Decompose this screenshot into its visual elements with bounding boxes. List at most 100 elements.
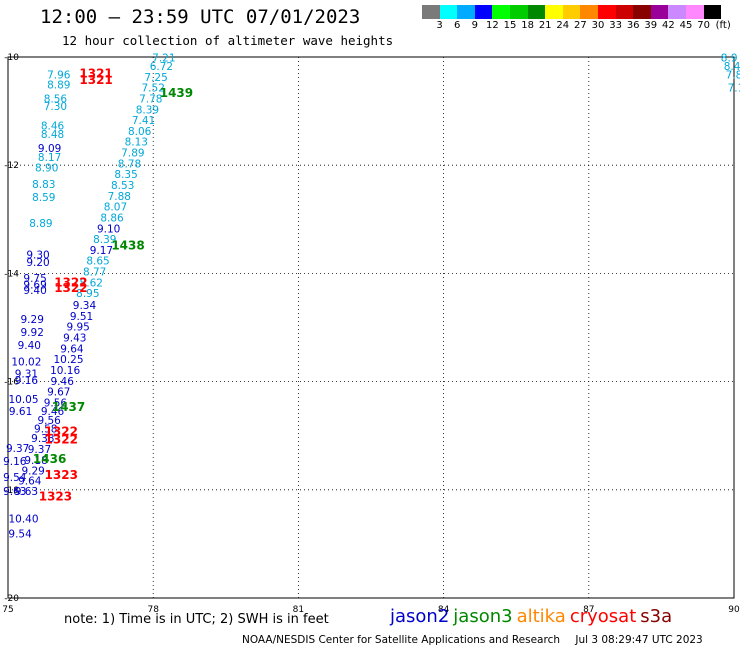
- longitude-tick-label: 75: [2, 605, 13, 615]
- wave-height-value: 10.16: [50, 365, 80, 377]
- latitude-tick-label: -12: [4, 161, 19, 171]
- legend-label: 45: [679, 20, 693, 31]
- wave-height-value: 8.83: [32, 179, 55, 191]
- wave-height-value: 9.95: [66, 322, 89, 334]
- wave-height-value: 8.48: [41, 129, 64, 141]
- wave-height-value: 9.51: [70, 311, 93, 323]
- wave-height-value: 8.39: [93, 234, 116, 246]
- legend-label: 3: [436, 20, 443, 31]
- footer-credit: NOAA/NESDIS Center for Satellite Applica…: [242, 634, 560, 646]
- legend-swatch: [633, 5, 651, 19]
- wave-height-value: 8.46: [41, 120, 65, 132]
- wave-height-value: 9.18: [24, 455, 47, 467]
- latitude-tick-label: -10: [4, 53, 19, 63]
- legend-swatch: [439, 5, 458, 19]
- wave-height-value: 10.02: [11, 356, 41, 368]
- wave-height-value: 10.40: [8, 513, 38, 525]
- wave-height-value: 9.37: [6, 443, 29, 455]
- longitude-tick-label: 90: [728, 605, 740, 615]
- wave-height-value: 6.72: [150, 61, 173, 73]
- pass-number-label: 1323: [45, 468, 78, 482]
- legend-label: 6: [454, 20, 461, 31]
- latitude-tick-label: -18: [4, 486, 19, 496]
- pass-number-label: 1323: [39, 490, 72, 504]
- wave-height-value: 10.05: [8, 394, 38, 406]
- legend-swatch: [422, 5, 440, 19]
- wave-height-value: 9.54: [3, 472, 27, 484]
- wave-height-value: 7.1: [728, 83, 740, 95]
- wave-height-value: 9.58: [34, 423, 57, 435]
- legend-label: 21: [538, 20, 552, 31]
- legend-swatch: [703, 5, 722, 19]
- legend-label: 39: [644, 20, 658, 31]
- pass-number-label: 1436: [33, 452, 66, 466]
- wave-height-value: 7.8: [726, 70, 740, 82]
- wave-height-value: 9.17: [90, 245, 113, 257]
- satellite-name: s3a: [640, 606, 673, 627]
- legend-label: 27: [574, 20, 587, 31]
- wave-height-value: 8.56: [44, 93, 68, 105]
- legend-swatch: [545, 5, 563, 19]
- legend-swatch: [668, 5, 686, 19]
- legend-label: 12: [486, 20, 499, 31]
- legend-swatch: [457, 5, 475, 19]
- legend-swatch: [597, 5, 616, 19]
- satellite-name: altika: [516, 606, 566, 627]
- wave-height-value: 7.25: [144, 72, 167, 84]
- wave-height-value: 9.40: [23, 285, 46, 297]
- map-subtitle: 12 hour collection of altimeter wave hei…: [62, 33, 394, 48]
- wave-height-value: 8.17: [38, 152, 61, 164]
- wave-height-value: 9.34: [73, 300, 97, 312]
- wave-height-value: 9.56: [37, 415, 61, 427]
- wave-height-value: 9.56: [44, 397, 68, 409]
- wave-height-value: 9.63: [15, 486, 38, 498]
- footer: NOAA/NESDIS Center for Satellite Applica…: [242, 634, 715, 646]
- wave-height-value: 8.65: [86, 256, 109, 268]
- wave-height-value: 8.89: [47, 79, 70, 91]
- wave-height-value: 8.86: [100, 212, 124, 224]
- legend-unit: (ft): [715, 20, 731, 31]
- latitude-tick-label: -14: [4, 269, 19, 279]
- wave-height-value: 9.46: [41, 406, 65, 418]
- wave-height-value: 7.21: [152, 52, 175, 64]
- wave-height-value: 8.06: [128, 126, 152, 138]
- legend-swatch: [615, 5, 634, 19]
- wave-height-value: 9.67: [47, 387, 70, 399]
- legend-labels: 3 6 9 12 15 18 21 24 27 30 33 36 39 42 45 70 (ft): [422, 19, 740, 32]
- wave-height-value: 8.62: [80, 277, 103, 289]
- pass-number-label: 1437: [52, 400, 85, 414]
- satellite-name: jason3: [453, 606, 513, 627]
- wave-height-value: 7.41: [132, 115, 155, 127]
- legend-label: 9: [471, 20, 478, 31]
- wave-height-value: 8.78: [118, 158, 141, 170]
- satellite-legend: jason2 jason3 altika cryosat s3a: [390, 606, 676, 627]
- pass-number-label: 1321: [79, 73, 112, 87]
- wave-height-value: 9.46: [51, 376, 75, 388]
- wave-height-value: 8.90: [35, 163, 58, 175]
- legend-label: 70: [697, 20, 710, 31]
- pass-number-label: 1322: [54, 281, 87, 295]
- wave-height-value: 9.54: [8, 528, 32, 540]
- wave-height-value: 9.69: [23, 280, 46, 292]
- footer-timestamp: Jul 3 08:29:47 UTC 2023: [575, 634, 703, 646]
- legend-swatch: [492, 5, 510, 19]
- pass-number-label: 1322: [45, 425, 78, 439]
- wave-height-value: 10.25: [53, 354, 83, 366]
- wave-height-value: 8.59: [32, 192, 55, 204]
- wave-height-value: 8.4: [724, 61, 740, 73]
- legend-swatches: [422, 5, 740, 19]
- wave-height-value: 9.16: [3, 456, 27, 468]
- legend-label: 24: [556, 20, 570, 31]
- wave-height-value: 9.31: [15, 368, 38, 380]
- satellite-name: cryosat: [569, 606, 637, 627]
- pass-number-label: 1321: [79, 67, 112, 81]
- wave-height-value: 9.92: [21, 327, 44, 339]
- pass-number-label: 1439: [160, 86, 193, 100]
- wave-height-value: 8.13: [125, 137, 148, 149]
- wave-height-value: 9.63: [3, 486, 26, 498]
- wave-height-value: 8.53: [111, 180, 134, 192]
- legend-swatch: [580, 5, 598, 19]
- wave-height-value: 8.95: [76, 288, 99, 300]
- longitude-tick-label: 84: [438, 605, 450, 615]
